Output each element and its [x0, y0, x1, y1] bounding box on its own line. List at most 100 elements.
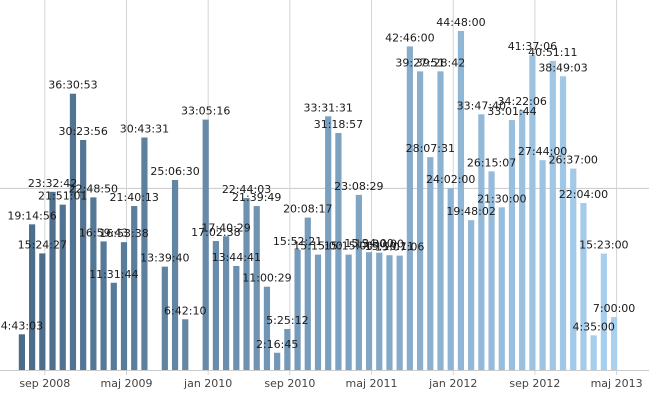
bar[interactable]: [90, 197, 97, 370]
bar[interactable]: [69, 93, 77, 370]
bar[interactable]: [171, 180, 179, 370]
data-label: 26:37:00: [549, 154, 598, 167]
data-label: 23:32:42: [28, 177, 77, 190]
data-label: 25:06:30: [150, 165, 199, 178]
bar[interactable]: [447, 188, 454, 370]
data-label: 21:40:13: [110, 191, 159, 204]
bar[interactable]: [519, 109, 526, 370]
bar[interactable]: [488, 171, 495, 370]
bar[interactable]: [345, 254, 352, 370]
data-label: 38:49:03: [538, 61, 587, 74]
bar[interactable]: [141, 137, 148, 370]
bar[interactable]: [529, 55, 536, 371]
data-label: 2:16:45: [256, 338, 298, 351]
data-label: 15:15:00: [324, 240, 373, 253]
data-label: 4:35:00: [572, 320, 614, 333]
bar[interactable]: [284, 328, 291, 370]
data-label: 17:40:29: [201, 221, 250, 234]
data-label: 26:15:07: [467, 156, 516, 169]
bar[interactable]: [478, 114, 485, 370]
data-label: 22:04:00: [559, 188, 608, 201]
bar[interactable]: [396, 255, 403, 370]
bar[interactable]: [212, 241, 219, 370]
bar[interactable]: [120, 242, 128, 370]
data-label: 15:10:11: [365, 240, 414, 253]
bar[interactable]: [335, 133, 342, 370]
data-label: 39:27:51: [395, 56, 444, 69]
bar[interactable]: [468, 220, 475, 370]
bar[interactable]: [427, 157, 434, 370]
bar[interactable]: [131, 206, 138, 370]
bar[interactable]: [110, 282, 117, 370]
bar[interactable]: [29, 224, 36, 370]
x-axis: sep 2008 maj 2009 jan 2010 sep 2010 maj 2011…: [0, 370, 649, 390]
data-label: 4:43:03: [1, 319, 43, 332]
bar[interactable]: [600, 253, 607, 370]
bar[interactable]: [100, 241, 107, 370]
bar[interactable]: [580, 203, 587, 370]
bar[interactable]: [437, 71, 444, 370]
data-label: 11:31:44: [89, 268, 138, 281]
bar[interactable]: [314, 254, 322, 370]
bar[interactable]: [59, 204, 66, 370]
data-label: 17:02:38: [191, 226, 240, 239]
bar[interactable]: [386, 255, 393, 370]
x-tick-label: jan 2010: [183, 377, 232, 390]
data-label: 23:08:29: [334, 180, 383, 193]
data-label: 33:31:31: [303, 101, 352, 114]
bar[interactable]: [49, 191, 56, 370]
data-label: 22:48:50: [69, 182, 118, 195]
bar[interactable]: [233, 265, 240, 370]
bar[interactable]: [263, 286, 271, 370]
data-label: 15:24:27: [18, 238, 67, 251]
bar[interactable]: [18, 334, 25, 370]
bar[interactable]: [274, 352, 281, 370]
bar[interactable]: [549, 60, 556, 370]
bar[interactable]: [355, 194, 362, 370]
data-label: 15:07:06: [375, 241, 424, 254]
bar[interactable]: [80, 139, 87, 370]
data-label: 36:30:53: [48, 79, 97, 92]
x-tick-label: sep 2008: [19, 377, 70, 390]
bar[interactable]: [243, 197, 250, 370]
bar[interactable]: [570, 168, 577, 370]
data-label: 34:22:06: [497, 95, 546, 108]
bar[interactable]: [325, 116, 332, 371]
data-label: 6:42:10: [164, 304, 206, 317]
bar[interactable]: [539, 160, 546, 370]
data-label: 41:37:06: [508, 40, 557, 53]
data-label: 44:48:00: [436, 16, 485, 29]
data-label: 21:30:00: [477, 192, 526, 205]
bar[interactable]: [365, 252, 373, 370]
data-label: 15:52:21: [273, 235, 322, 248]
bar[interactable]: [304, 217, 311, 370]
data-label: 13:44:41: [212, 251, 261, 264]
bar[interactable]: [457, 31, 465, 370]
bar[interactable]: [610, 317, 618, 370]
bar[interactable]: [39, 253, 46, 370]
bar[interactable]: [294, 249, 301, 370]
bar[interactable]: [253, 206, 260, 370]
data-label: 20:08:17: [283, 203, 332, 216]
bar[interactable]: [508, 120, 516, 370]
bar[interactable]: [161, 266, 168, 370]
bar[interactable]: [223, 236, 230, 370]
data-label: 24:02:00: [426, 173, 475, 186]
bar[interactable]: [416, 71, 424, 371]
bar[interactable]: [182, 319, 189, 370]
bar[interactable]: [406, 46, 413, 370]
data-label: 15:34:00: [344, 237, 393, 250]
bar[interactable]: [498, 207, 505, 370]
bar[interactable]: [202, 119, 209, 371]
bar[interactable]: [590, 335, 597, 370]
data-label: 42:46:00: [385, 31, 434, 44]
bar-layer: [18, 31, 618, 371]
data-label: 21:39:49: [232, 191, 281, 204]
data-label: 28:07:31: [406, 142, 455, 155]
data-label: 30:23:56: [58, 125, 107, 138]
bar[interactable]: [559, 76, 567, 371]
data-label: 30:43:31: [120, 123, 169, 136]
bar[interactable]: [376, 252, 383, 370]
